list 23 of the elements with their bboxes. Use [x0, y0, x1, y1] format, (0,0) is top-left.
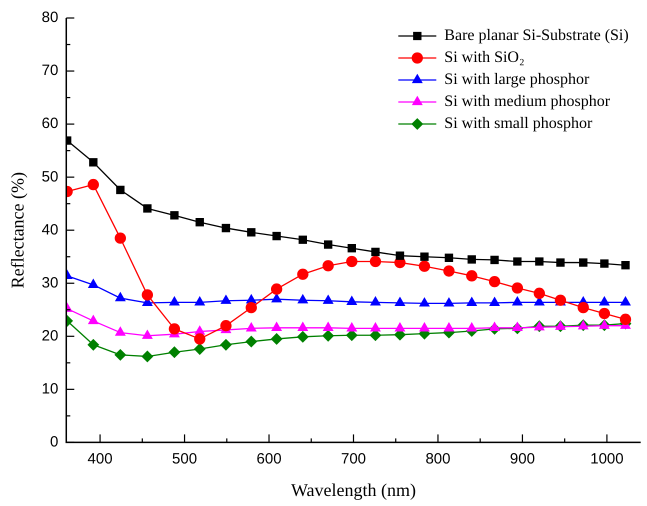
x-tick-label: 600: [256, 450, 282, 468]
y-tick-label: 20: [42, 327, 58, 344]
y-tick-label: 70: [42, 62, 58, 80]
x-tick-label: 700: [340, 450, 366, 468]
legend-label: Si with small phosphor: [444, 115, 593, 132]
x-tick-label: 1000: [590, 450, 624, 468]
y-tick-label: 40: [42, 221, 58, 238]
y-tick-label: 50: [42, 168, 58, 186]
y-tick-label: 30: [42, 274, 58, 292]
x-tick-label: 900: [510, 450, 535, 468]
y-tick-label: 80: [42, 9, 58, 26]
legend-label: Bare planar Si-Substrate (Si): [444, 27, 629, 44]
legend-label: Si with SiO₂: [444, 49, 525, 66]
x-axis-title: Wavelength (nm): [290, 480, 416, 500]
y-tick-label: 10: [42, 380, 58, 398]
legend-label: Si with large phosphor: [444, 71, 590, 88]
y-tick-label: 0: [50, 434, 58, 451]
x-tick-label: 400: [88, 450, 113, 468]
y-tick-label: 60: [42, 115, 58, 132]
legend-label: Si with medium phosphor: [444, 93, 611, 110]
x-tick-label: 800: [425, 450, 450, 468]
y-axis-title: Reflectance (%): [8, 172, 28, 288]
x-tick-label: 500: [172, 450, 198, 468]
